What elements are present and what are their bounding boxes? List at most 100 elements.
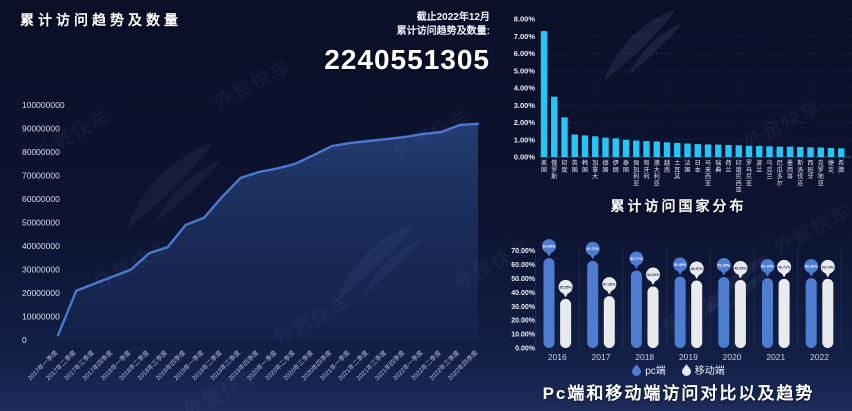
year-label: 2018: [635, 352, 654, 362]
pc-bar: [674, 276, 686, 348]
note-label: 累计访问趋势及数量:: [396, 26, 490, 37]
value-balloon-pointer: [781, 272, 787, 278]
legend-item-mobile[interactable]: 移动端: [681, 362, 725, 377]
x-axis-label: 典: [715, 166, 721, 174]
year-label: 2017: [592, 352, 611, 362]
x-axis-label: 西: [736, 180, 742, 187]
y-axis-label: 60000000: [22, 194, 60, 204]
country-bar: [797, 146, 804, 157]
country-chart-title: 累计访问国家分布: [610, 198, 747, 214]
value-balloon-pointer: [589, 254, 596, 260]
pc-bar: [587, 260, 599, 348]
country-bar: [561, 117, 568, 157]
y-axis-label: 40000000: [22, 241, 60, 251]
country-bar: [735, 145, 742, 157]
x-axis-label: 国: [623, 167, 629, 174]
value-balloon: [558, 279, 573, 294]
y-axis-label: 30.00%: [511, 304, 536, 311]
mobile-bar: [560, 298, 572, 348]
x-axis-label: 其: [674, 174, 680, 181]
x-axis-label: 罗: [551, 167, 557, 174]
value-balloon: [820, 259, 835, 274]
x-axis-label: 班: [807, 166, 813, 174]
x-axis-label: 国: [572, 167, 578, 174]
x-axis-label: 克: [797, 179, 803, 187]
country-bar: [827, 148, 835, 157]
value-label: 51.43%: [674, 263, 687, 267]
x-axis-label: 利: [633, 173, 639, 181]
y-axis-label: 50.00%: [511, 276, 536, 283]
country-bar: [653, 141, 660, 157]
value-balloon-pointer: [633, 264, 640, 269]
x-axis-label: 西: [787, 167, 793, 174]
country-bar: [838, 148, 845, 157]
value-balloon-pointer: [562, 292, 569, 298]
x-axis-label: 韩: [582, 159, 588, 167]
x-axis-label: 亚: [818, 180, 824, 187]
x-axis-label: 南: [664, 166, 670, 174]
mobile-drop-icon: [681, 363, 691, 376]
value-label: 44.23%: [647, 273, 660, 277]
x-axis-label: 罗: [818, 167, 824, 174]
country-bar: [540, 31, 548, 158]
country-bar: [756, 145, 763, 157]
value-label: 35.35%: [559, 285, 572, 289]
x-axis-label: 西: [705, 174, 711, 181]
x-axis-label: 西: [807, 160, 813, 167]
x-axis-label: 哥: [787, 174, 793, 181]
legend-item-pc[interactable]: pc端: [632, 362, 666, 377]
x-axis-label: 保: [633, 159, 640, 167]
x-axis-label: 马: [705, 159, 711, 167]
value-balloon-pointer: [764, 271, 771, 277]
x-axis-label: 本: [695, 166, 701, 174]
value-label: 48.57%: [690, 267, 703, 271]
country-bar: [766, 146, 773, 157]
country-bar: [725, 144, 732, 157]
y-axis-label: 50000000: [22, 218, 60, 228]
value-balloon: [733, 260, 748, 275]
device-chart-title: Pc端和移动端访问对比以及趋势: [542, 384, 815, 403]
visits-trend-line-chart: 0 10000000 20000000 30000000 40000000 5000000…: [22, 100, 480, 382]
value-balloon-pointer: [650, 280, 656, 286]
x-axis-label: 斯: [551, 173, 557, 181]
x-axis-label: 伐: [797, 173, 803, 181]
country-bar: [581, 135, 589, 157]
value-balloon: [689, 261, 704, 276]
x-axis-label: 罗: [746, 160, 752, 167]
value-balloon: [804, 259, 819, 274]
pc-bar: [762, 278, 773, 348]
x-axis-label: 朗: [613, 166, 619, 174]
x-axis-label: 乌: [766, 159, 772, 167]
x-axis-label: 亚: [736, 187, 742, 194]
y-axis-label: 10000000: [22, 312, 60, 322]
mobile-bar: [734, 279, 746, 348]
y-axis-label: 10.00%: [511, 332, 536, 339]
value-balloon: [646, 267, 660, 282]
y-axis-label: 20000000: [22, 288, 60, 298]
y-axis-label: 7.00%: [514, 32, 536, 41]
value-balloon: [585, 241, 600, 256]
legend-label-mobile: 移动端: [694, 366, 725, 377]
value-label: 48.95%: [734, 266, 747, 270]
y-axis-label: 1.00%: [514, 135, 536, 144]
x-axis-label: 日: [695, 160, 701, 167]
x-axis-label: 国: [541, 167, 547, 174]
value-balloon: [760, 259, 775, 274]
y-axis-label: 8.00%: [514, 15, 536, 24]
y-axis-label: 0.00%: [514, 153, 536, 162]
x-axis-label: 利: [654, 173, 660, 181]
x-axis-label: 大: [592, 173, 598, 181]
value-label: 50.29%: [761, 264, 774, 268]
x-axis-label: 印: [736, 160, 742, 167]
value-label: 49.71%: [778, 265, 791, 269]
x-axis-label: 亚: [633, 180, 639, 187]
y-axis-label: 2.00%: [514, 118, 536, 127]
x-axis-label: 兰: [756, 166, 762, 174]
country-bar: [602, 137, 609, 157]
country-bar: [663, 142, 671, 157]
x-axis-label: 希: [838, 159, 844, 167]
year-label: 2020: [723, 352, 742, 362]
y-axis-label: 3.00%: [514, 101, 536, 110]
y-axis-label: 70.00%: [511, 248, 536, 255]
x-axis-label: 泰: [623, 159, 629, 167]
